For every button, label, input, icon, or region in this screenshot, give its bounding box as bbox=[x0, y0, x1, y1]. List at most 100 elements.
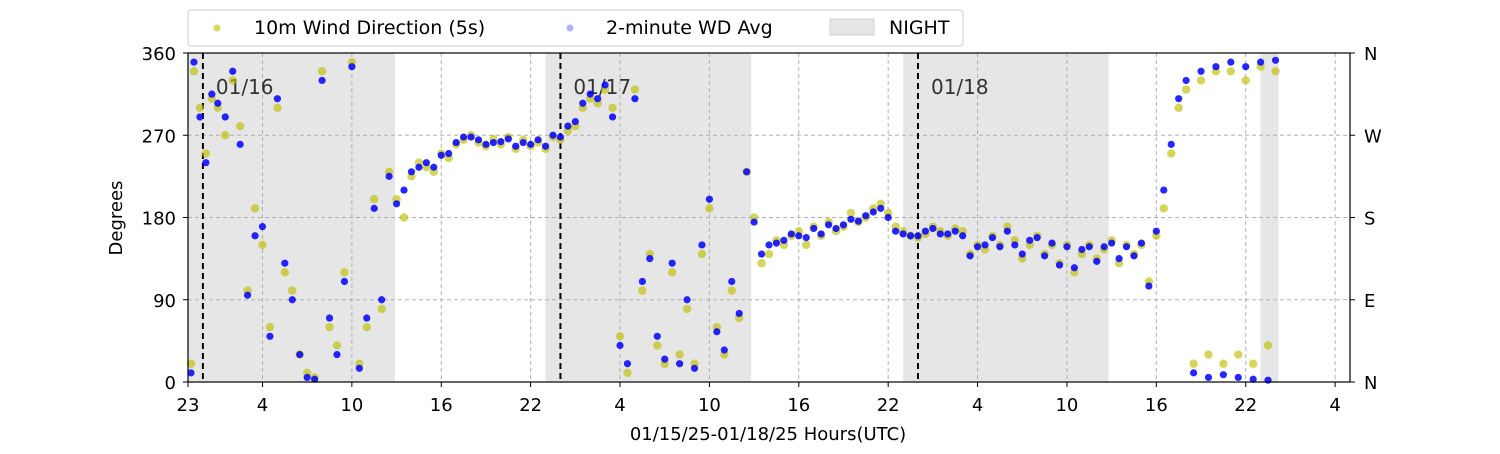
series-1-point-19 bbox=[318, 76, 326, 85]
series-1-point-25 bbox=[363, 314, 371, 322]
series-0-point-62 bbox=[638, 286, 647, 295]
series-1-point-138 bbox=[1204, 373, 1213, 382]
y-axis-label: Degrees bbox=[106, 181, 127, 256]
x-tick-label-12: 22 bbox=[1234, 395, 1257, 416]
series-1-point-136 bbox=[1189, 369, 1198, 377]
series-1 bbox=[187, 56, 1280, 384]
series-0-point-68 bbox=[682, 304, 692, 314]
series-1-point-102 bbox=[936, 230, 944, 238]
series-1-point-141 bbox=[1227, 58, 1235, 66]
x-tick-label-2: 10 bbox=[340, 395, 363, 416]
series-1-point-27 bbox=[378, 296, 386, 304]
series-0-point-6 bbox=[221, 131, 230, 140]
series-0-point-132 bbox=[1159, 204, 1168, 213]
series-0-point-0 bbox=[186, 359, 196, 368]
series-1-point-93 bbox=[869, 208, 877, 216]
series-1-point-58 bbox=[608, 113, 617, 121]
series-1-point-146 bbox=[1264, 376, 1272, 384]
series-1-point-83 bbox=[795, 232, 803, 240]
series-1-point-55 bbox=[586, 90, 594, 98]
series-0-point-70 bbox=[697, 249, 707, 259]
series-1-point-142 bbox=[1234, 373, 1242, 382]
series-1-point-81 bbox=[780, 236, 788, 244]
series-1-point-44 bbox=[504, 135, 512, 143]
series-1-point-37 bbox=[452, 138, 460, 147]
series-0-point-3 bbox=[201, 149, 211, 158]
series-1-point-108 bbox=[981, 241, 989, 249]
series-1-point-41 bbox=[482, 140, 490, 148]
x-tick-label-0: 23 bbox=[177, 395, 200, 416]
day-marker-label-0: 01/16 bbox=[216, 75, 274, 99]
series-0-point-136 bbox=[1189, 359, 1198, 368]
series-1-point-84 bbox=[802, 234, 810, 242]
series-1-point-43 bbox=[497, 138, 505, 146]
series-1-point-17 bbox=[303, 373, 311, 382]
series-1-point-125 bbox=[1108, 239, 1116, 247]
series-0-point-26 bbox=[370, 195, 379, 204]
y-tick-label-4: 360 bbox=[142, 44, 176, 65]
series-1-point-101 bbox=[929, 224, 937, 233]
series-1-point-6 bbox=[221, 113, 229, 121]
series-0-point-90 bbox=[846, 208, 856, 218]
series-1-point-23 bbox=[348, 63, 356, 71]
series-0-point-71 bbox=[705, 204, 714, 213]
series-1-point-2 bbox=[196, 113, 204, 121]
series-1-point-90 bbox=[847, 215, 855, 223]
series-1-point-71 bbox=[705, 195, 714, 203]
series-1-point-68 bbox=[683, 296, 691, 304]
series-1-point-16 bbox=[296, 350, 304, 359]
series-1-point-1 bbox=[190, 58, 198, 66]
series-0-point-21 bbox=[332, 341, 342, 350]
series-0-point-79 bbox=[764, 249, 774, 259]
series-0-point-13 bbox=[273, 103, 282, 113]
y-tick-label-2: 180 bbox=[142, 209, 176, 230]
series-1-point-24 bbox=[355, 364, 363, 372]
series-1-point-72 bbox=[713, 328, 721, 336]
series-1-point-116 bbox=[1041, 252, 1049, 260]
x-tick-label-1: 4 bbox=[257, 395, 268, 416]
x-tick-label-5: 4 bbox=[614, 395, 625, 416]
y-tick-label-0: 0 bbox=[165, 373, 176, 394]
series-0-point-61 bbox=[630, 85, 640, 94]
series-1-point-120 bbox=[1070, 264, 1078, 272]
series-1-point-126 bbox=[1115, 255, 1123, 263]
series-1-point-94 bbox=[877, 204, 885, 212]
series-1-point-100 bbox=[921, 227, 930, 235]
series-0-point-30 bbox=[399, 213, 409, 222]
series-1-point-127 bbox=[1122, 243, 1131, 251]
series-0-point-25 bbox=[362, 322, 371, 332]
series-1-point-134 bbox=[1175, 95, 1183, 103]
series-1-point-26 bbox=[370, 204, 378, 212]
series-1-point-85 bbox=[810, 224, 818, 233]
x-tick-label-6: 10 bbox=[698, 395, 721, 416]
series-1-point-47 bbox=[527, 140, 535, 148]
series-1-point-97 bbox=[899, 230, 907, 238]
y-right-tick-label-4: N bbox=[1364, 44, 1377, 65]
series-0-point-14 bbox=[280, 268, 290, 277]
series-1-point-139 bbox=[1212, 63, 1220, 71]
series-1-point-73 bbox=[720, 346, 728, 354]
series-1-point-7 bbox=[229, 67, 237, 75]
series-0-point-1 bbox=[189, 67, 199, 76]
y-right-tick-label-3: W bbox=[1364, 126, 1382, 147]
series-1-point-80 bbox=[772, 239, 781, 247]
series-1-point-29 bbox=[392, 200, 401, 208]
x-tick-label-13: 4 bbox=[1329, 395, 1340, 416]
series-1-point-137 bbox=[1197, 67, 1205, 75]
series-1-point-64 bbox=[653, 332, 661, 340]
series-1-point-61 bbox=[631, 95, 639, 103]
series-1-point-113 bbox=[1018, 250, 1026, 258]
series-0-point-142 bbox=[1234, 350, 1243, 359]
legend-patch-night bbox=[829, 18, 875, 36]
series-1-point-109 bbox=[988, 234, 997, 242]
series-1-point-147 bbox=[1271, 56, 1280, 64]
series-1-point-30 bbox=[400, 186, 408, 194]
series-1-point-15 bbox=[288, 296, 296, 304]
series-1-point-130 bbox=[1145, 282, 1153, 290]
series-1-point-52 bbox=[564, 122, 572, 130]
series-1-point-122 bbox=[1085, 243, 1093, 251]
series-1-point-38 bbox=[460, 133, 468, 141]
series-1-point-3 bbox=[202, 159, 210, 167]
series-1-point-111 bbox=[1003, 227, 1011, 235]
series-1-point-117 bbox=[1048, 239, 1056, 247]
